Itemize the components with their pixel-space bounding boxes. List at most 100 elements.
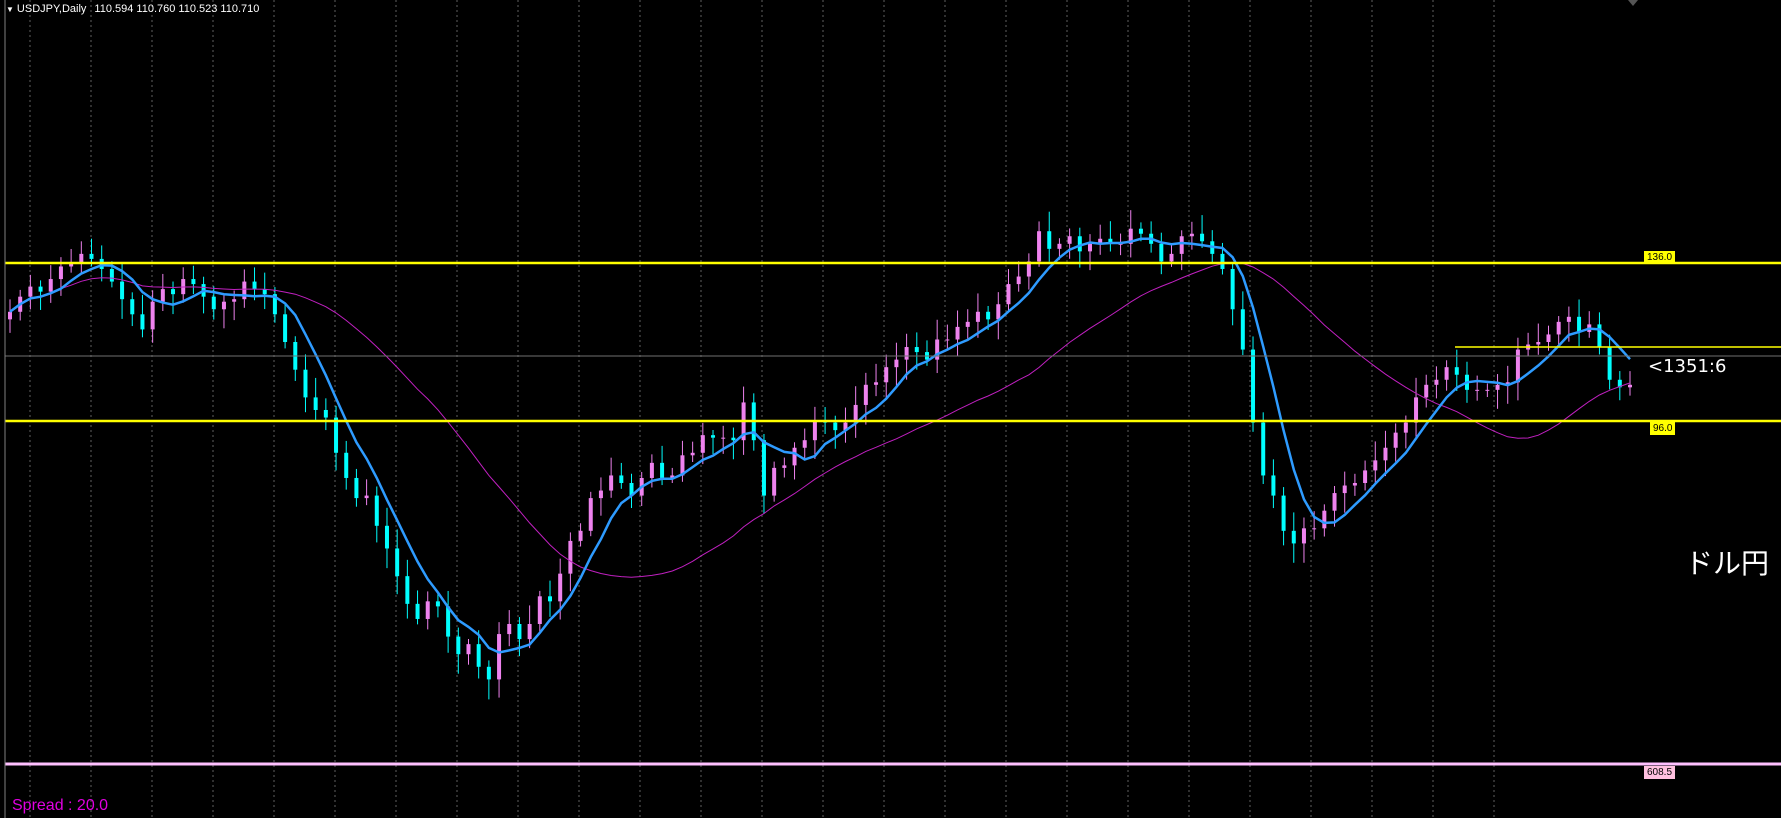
bear-candle xyxy=(283,314,288,342)
bull-candle xyxy=(150,301,155,330)
chart-header: ▼ USDJPY,Daily 110.594 110.760 110.523 110… xyxy=(6,3,259,15)
bear-candle xyxy=(1077,236,1082,252)
bear-candle xyxy=(1617,379,1622,388)
bull-candle xyxy=(863,384,868,405)
bear-candle xyxy=(109,268,114,282)
bull-candle xyxy=(772,467,777,496)
bear-candle xyxy=(415,603,420,619)
bull-candle xyxy=(568,540,573,574)
bear-candle xyxy=(334,417,339,453)
bull-candle xyxy=(782,465,787,468)
bull-candle xyxy=(843,422,848,431)
bull-candle xyxy=(497,634,502,680)
bull-candle xyxy=(609,475,614,491)
fast-moving-average-line xyxy=(9,237,1631,654)
bear-candle xyxy=(1138,228,1143,234)
candles-group xyxy=(8,210,1632,700)
bull-candle xyxy=(1189,233,1194,237)
jp-title-annotation: ドル円 日 xyxy=(1685,547,1781,580)
bear-candle xyxy=(374,495,379,526)
bear-candle xyxy=(1047,231,1052,249)
bull-candle xyxy=(364,495,369,499)
bear-candle xyxy=(986,311,991,320)
bear-candle xyxy=(323,409,328,418)
bear-candle xyxy=(252,281,257,290)
bull-candle xyxy=(48,279,53,292)
bear-candle xyxy=(405,576,410,604)
bull-candle xyxy=(1393,432,1398,448)
dropdown-triangle-icon[interactable]: ▼ xyxy=(6,5,14,14)
bull-candle xyxy=(853,404,858,423)
bull-candle xyxy=(884,367,889,383)
bull-candle xyxy=(1363,470,1368,483)
bull-candle xyxy=(79,253,84,264)
bull-candle xyxy=(945,339,950,341)
bull-candle xyxy=(955,326,960,340)
bull-candle xyxy=(69,263,74,267)
bear-candle xyxy=(313,397,318,410)
bear-candle xyxy=(1220,253,1225,269)
collapse-arrow-icon[interactable] xyxy=(1628,0,1638,6)
bear-candle xyxy=(476,644,481,667)
bull-candle xyxy=(1312,528,1317,530)
bear-candle xyxy=(272,294,277,315)
bear-candle xyxy=(761,440,766,496)
bear-candle xyxy=(1597,324,1602,348)
bull-candle xyxy=(1424,384,1429,398)
bull-candle xyxy=(537,596,542,624)
bear-candle xyxy=(446,606,451,637)
slow-moving-average-line xyxy=(9,262,1631,578)
symbol-label: USDJPY,Daily xyxy=(16,3,87,15)
bear-candle xyxy=(629,483,634,496)
bear-candle xyxy=(303,369,308,398)
bull-candle xyxy=(1332,493,1337,511)
bear-candle xyxy=(435,601,440,607)
bear-candle xyxy=(914,347,919,353)
bull-candle xyxy=(588,498,593,531)
bull-candle xyxy=(1088,243,1092,252)
bull-candle xyxy=(507,624,512,635)
bear-candle xyxy=(120,281,125,300)
bull-candle xyxy=(28,286,33,297)
bear-candle xyxy=(89,253,94,259)
bear-candle xyxy=(1281,495,1286,531)
bull-candle xyxy=(1026,261,1031,277)
bull-candle xyxy=(935,339,940,360)
bull-candle xyxy=(792,447,797,466)
bull-candle xyxy=(1556,321,1561,335)
bear-candle xyxy=(1251,349,1256,423)
bull-candle xyxy=(1057,243,1062,249)
bear-candle xyxy=(1108,238,1113,244)
bull-candle xyxy=(1383,447,1388,461)
bull-candle xyxy=(975,311,980,322)
bull-candle xyxy=(232,299,237,302)
bull-candle xyxy=(1016,276,1021,285)
bear-candle xyxy=(171,289,176,295)
bear-candle xyxy=(731,437,736,441)
bear-candle xyxy=(1577,316,1582,332)
bull-candle xyxy=(802,440,807,448)
bear-candle xyxy=(1159,243,1164,262)
bull-candle xyxy=(221,301,226,310)
bull-candle xyxy=(1301,528,1306,544)
bull-candle xyxy=(965,321,970,327)
bear-candle xyxy=(486,666,491,680)
bull-candle xyxy=(812,420,817,441)
bull-candle xyxy=(1098,238,1103,244)
bull-candle xyxy=(598,490,603,499)
count-annotation: <1351:6 xyxy=(1648,356,1727,377)
bull-candle xyxy=(1342,485,1347,494)
bull-candle xyxy=(1352,483,1357,486)
bull-candle xyxy=(1128,228,1133,244)
bear-candle xyxy=(660,462,665,478)
bull-candle xyxy=(1006,284,1011,305)
bull-candle xyxy=(1536,342,1541,345)
bull-candle xyxy=(1485,389,1490,391)
bull-candle xyxy=(700,435,705,453)
spread-indicator: Spread : 20.0 xyxy=(12,797,109,814)
bull-candle xyxy=(58,266,63,280)
middle-line-tag: 96.0 xyxy=(1650,422,1676,435)
bull-candle xyxy=(8,311,12,320)
bull-candle xyxy=(527,624,532,640)
